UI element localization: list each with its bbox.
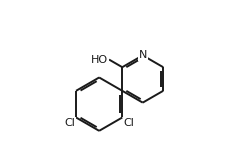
Text: HO: HO	[91, 55, 108, 65]
Text: Cl: Cl	[122, 118, 133, 128]
Text: Cl: Cl	[64, 118, 75, 128]
Text: N: N	[138, 50, 146, 60]
